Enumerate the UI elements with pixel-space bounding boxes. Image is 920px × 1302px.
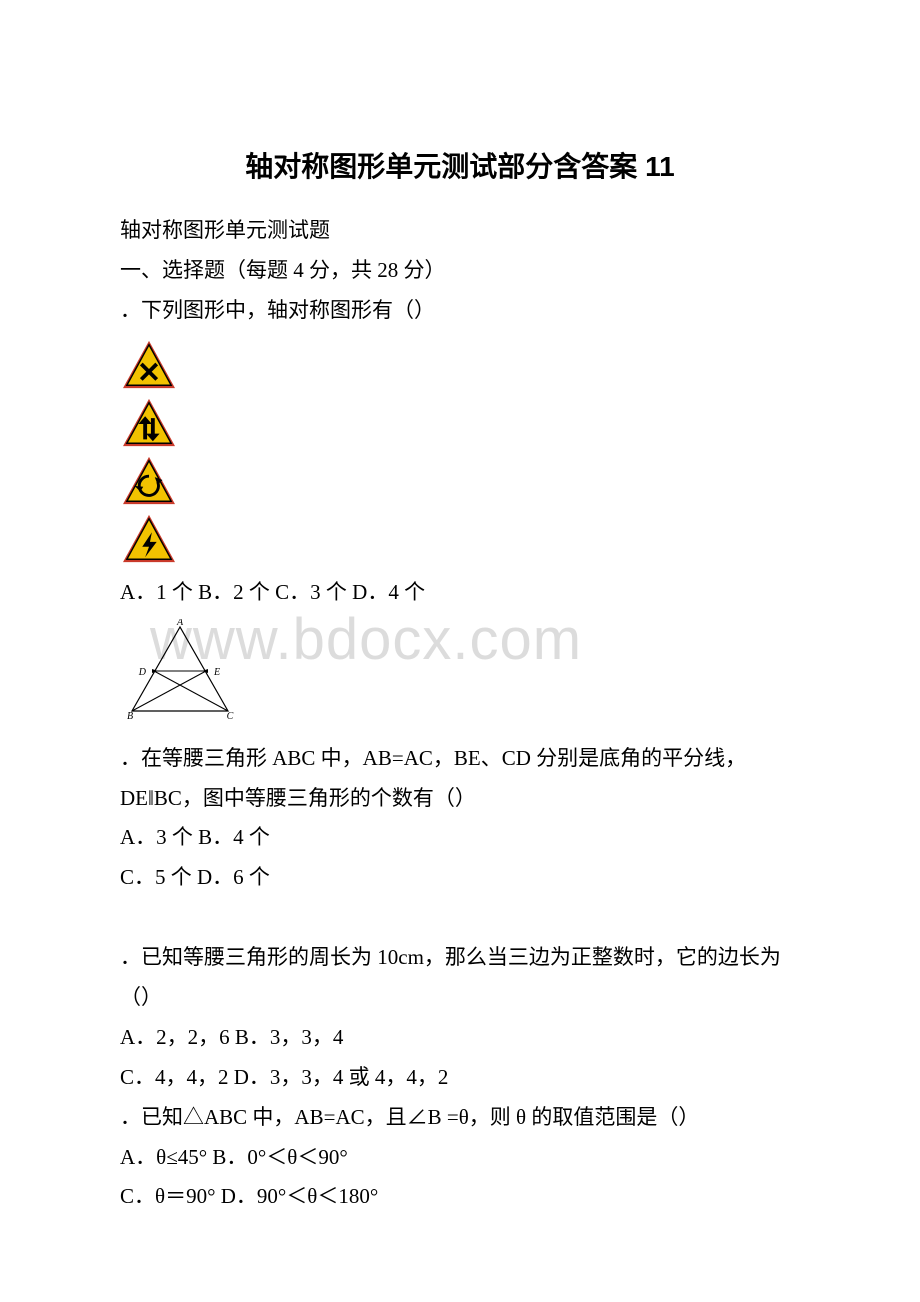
question-2-stem-a: ．在等腰三角形 ABC 中，AB=AC，BE、CD 分别是底角的平分线， xyxy=(120,739,800,779)
geom-label-d: D xyxy=(138,667,147,678)
warning-triangle-recycle-icon xyxy=(120,455,178,507)
geom-label-b: B xyxy=(127,711,133,719)
warning-triangle-x-icon xyxy=(120,339,178,391)
question-2-options-ab: A．3 个 B．4 个 xyxy=(120,818,800,858)
question-2-options-cd: C．5 个 D．6 个 xyxy=(120,858,800,898)
question-1-stem: ．下列图形中，轴对称图形有（） xyxy=(120,291,800,331)
section-heading: 一、选择题（每题 4 分，共 28 分） xyxy=(120,251,800,291)
warning-triangle-arrows-icon xyxy=(120,397,178,449)
question-1-options: A．1 个 B．2 个 C．3 个 D．4 个 xyxy=(120,573,800,613)
triangle-diagram: A D E B C xyxy=(120,619,240,719)
warning-triangle-bolt-icon xyxy=(120,513,178,565)
question-4-options-cd: C．θ＝90° D．90°＜θ＜180° xyxy=(120,1177,800,1217)
question-2-stem-b: DE‖BC，图中等腰三角形的个数有（） xyxy=(120,779,800,819)
page-title: 轴对称图形单元测试部分含答案 11 xyxy=(120,140,800,193)
triangle-icon-column xyxy=(120,339,800,565)
subtitle-line: 轴对称图形单元测试题 xyxy=(120,211,800,251)
question-3-stem: ．已知等腰三角形的周长为 10cm，那么当三边为正整数时，它的边长为（） xyxy=(120,938,800,1018)
question-3-options-ab: A．2，2，6 B．3，3，4 xyxy=(120,1018,800,1058)
geom-label-a: A xyxy=(176,619,184,628)
geom-label-c: C xyxy=(227,711,234,719)
geom-label-e: E xyxy=(213,667,220,678)
question-4-options-ab: A．θ≤45° B．0°＜θ＜90° xyxy=(120,1138,800,1178)
question-3-options-cd: C．4，4，2 D．3，3，4 或 4，4，2 xyxy=(120,1058,800,1098)
question-4-stem: ．已知△ABC 中，AB=AC，且∠B =θ，则 θ 的取值范围是（） xyxy=(120,1098,800,1138)
